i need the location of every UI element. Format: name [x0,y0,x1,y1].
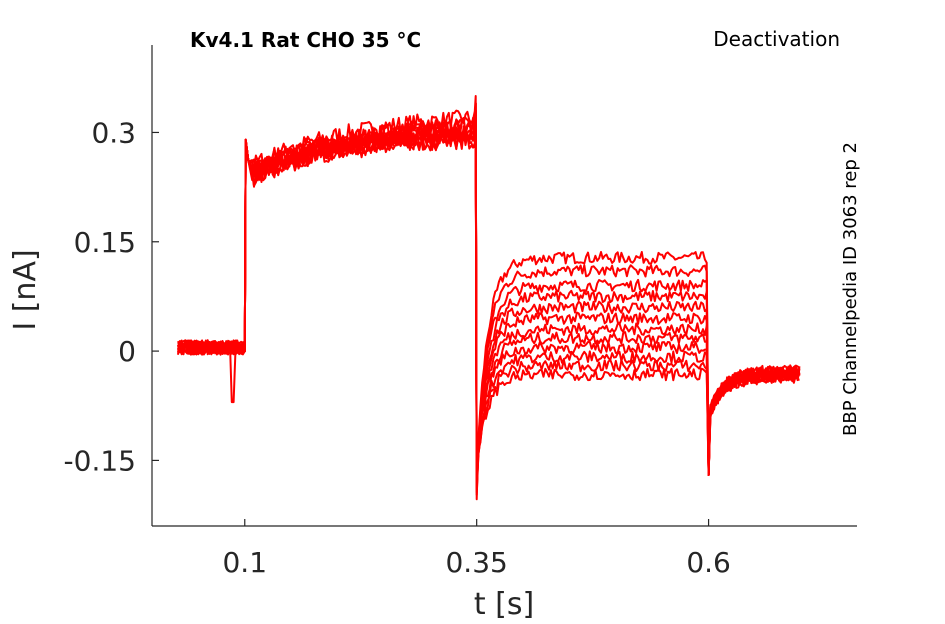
x-tick-label: 0.6 [686,546,731,579]
side-note: BBP Channelpedia ID 3063 rep 2 [840,142,861,436]
traces-group [177,95,801,501]
y-ticks-group: -0.15 0 0.15 0.3 [64,116,159,477]
chart-subtitle: Deactivation [713,27,840,51]
x-ticks-group: 0.1 0.35 0.6 [222,519,731,579]
y-tick-label: -0.15 [64,444,136,477]
x-axis-title: t [s] [474,587,534,622]
y-tick-label: 0.15 [74,226,136,259]
y-axis-title: I [nA] [8,249,43,330]
y-tick-label: 0 [118,335,136,368]
current-trace-11 [177,109,801,483]
chart-title: Kv4.1 Rat CHO 35 °C [190,28,421,52]
x-tick-label: 0.35 [445,546,507,579]
y-tick-label: 0.3 [91,116,136,149]
x-tick-label: 0.1 [222,546,267,579]
current-trace-1 [177,95,801,481]
current-trace-12 [177,109,801,476]
